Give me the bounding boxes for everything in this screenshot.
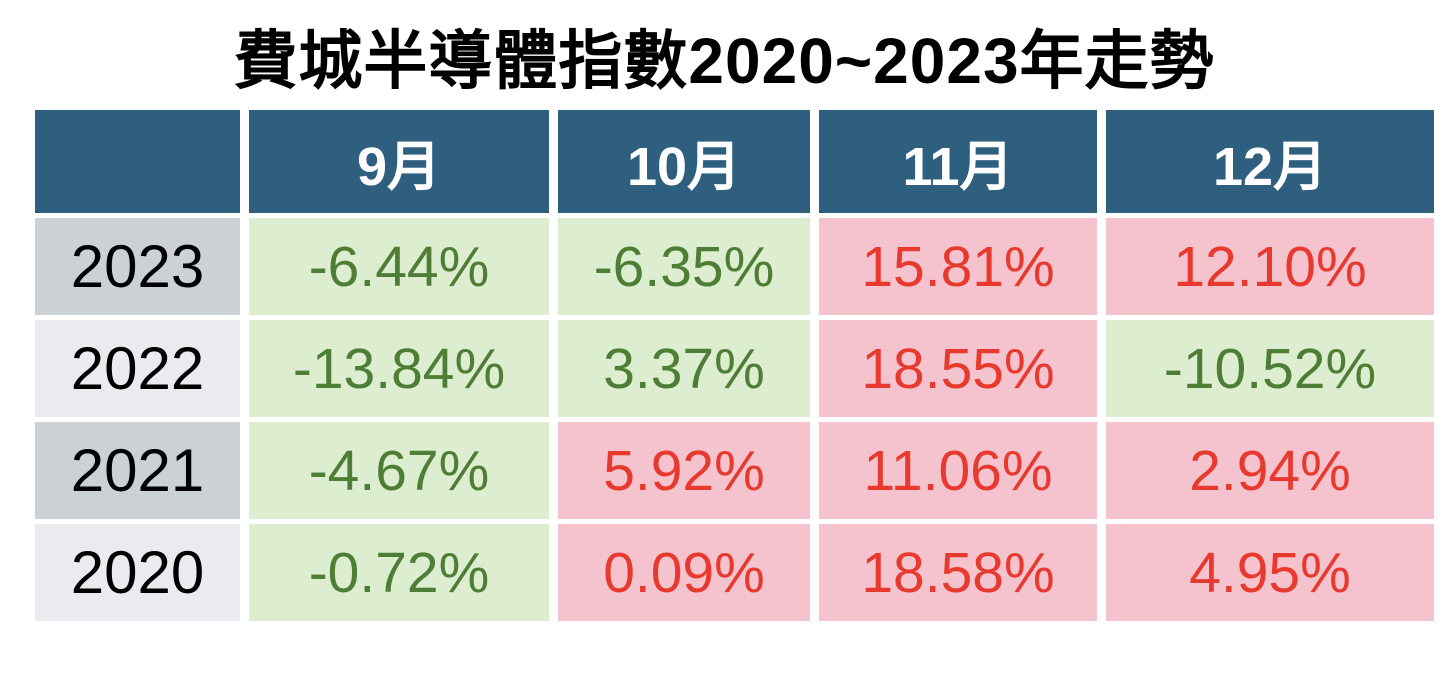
value-cell: -6.44% [249,218,549,316]
value-cell: -0.72% [249,524,549,622]
table-row-2020: 2020 -0.72% 0.09% 18.58% 4.95% [35,524,1434,622]
value-cell: 2.94% [1106,422,1434,520]
table-row-2022: 2022 -13.84% 3.37% 18.55% -10.52% [35,320,1434,418]
value-cell: -13.84% [249,320,549,418]
year-cell: 2021 [35,422,240,520]
value-cell: -6.35% [558,218,810,316]
table-row-2021: 2021 -4.67% 5.92% 11.06% 2.94% [35,422,1434,520]
column-header-oct: 10月 [558,110,810,214]
corner-cell [35,110,240,214]
column-header-sep: 9月 [249,110,549,214]
value-cell: 11.06% [819,422,1097,520]
column-header-dec: 12月 [1106,110,1434,214]
value-cell: 18.58% [819,524,1097,622]
table-row-2023: 2023 -6.44% -6.35% 15.81% 12.10% [35,218,1434,316]
trend-table: 9月 10月 11月 12月 2023 -6.44% -6.35% 15.81%… [26,105,1443,626]
value-cell: 15.81% [819,218,1097,316]
value-cell: 18.55% [819,320,1097,418]
column-header-nov: 11月 [819,110,1097,214]
value-cell: -4.67% [249,422,549,520]
value-cell: 4.95% [1106,524,1434,622]
page-title: 費城半導體指數2020~2023年走勢 [233,25,1215,97]
year-cell: 2020 [35,524,240,622]
table-header-row: 9月 10月 11月 12月 [35,110,1434,214]
value-cell: 5.92% [558,422,810,520]
value-cell: 0.09% [558,524,810,622]
year-cell: 2022 [35,320,240,418]
value-cell: -10.52% [1106,320,1434,418]
value-cell: 3.37% [558,320,810,418]
value-cell: 12.10% [1106,218,1434,316]
year-cell: 2023 [35,218,240,316]
